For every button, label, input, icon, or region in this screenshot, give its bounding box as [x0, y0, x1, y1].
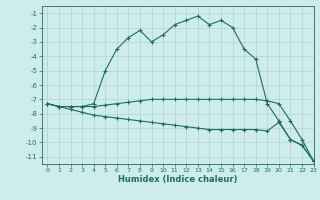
X-axis label: Humidex (Indice chaleur): Humidex (Indice chaleur): [118, 175, 237, 184]
